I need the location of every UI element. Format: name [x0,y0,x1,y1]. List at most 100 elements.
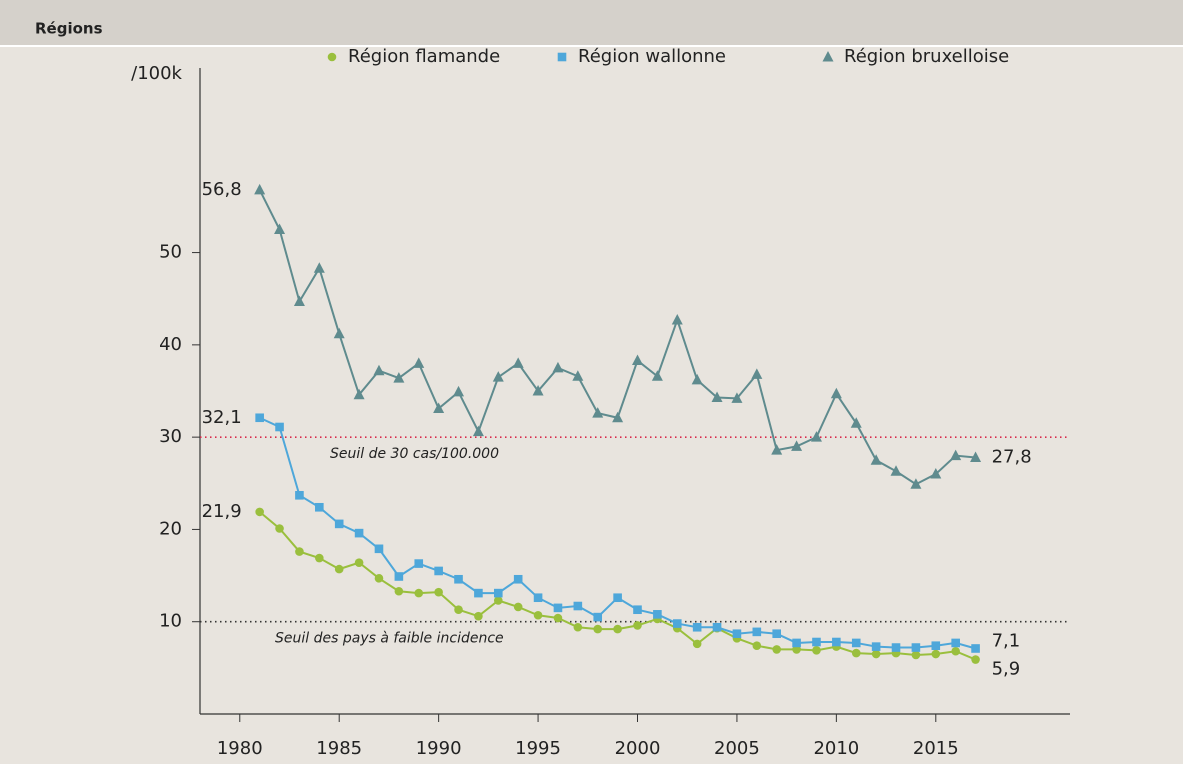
value-label: 21,9 [202,501,242,522]
x-tick-label: 1995 [515,738,561,759]
data-point [573,622,583,632]
data-point [592,407,604,418]
data-point [315,502,324,512]
data-point [394,572,404,581]
data-point [453,385,465,397]
legend-label: Région wallonne [578,46,726,67]
data-point [275,524,284,533]
data-point [433,402,445,414]
data-point [772,629,782,639]
data-point [532,385,544,396]
y-tick-label: 50 [159,242,182,263]
data-point [394,586,404,596]
data-point [812,637,821,647]
data-point [513,602,523,612]
data-point [454,574,463,584]
data-point [374,574,384,583]
data-point [832,637,841,647]
data-point [373,364,385,376]
data-point [295,490,304,500]
data-point [931,649,941,659]
x-tick-label: 2005 [714,738,760,759]
reference-label: Seuil des pays à faible incidence [275,631,504,647]
data-point [354,528,364,538]
data-point [334,519,344,529]
data-point [711,391,723,402]
y-tick-label: 10 [159,611,182,632]
data-point [891,643,901,652]
data-point [474,611,483,621]
data-point [393,372,405,383]
data-point [274,223,286,234]
data-point [593,612,603,622]
data-point [851,648,861,658]
data-point [434,587,443,597]
data-point [315,553,324,563]
data-point [295,547,304,556]
legend-label: Région flamande [348,46,500,67]
data-point [951,646,960,656]
data-point [792,645,801,654]
data-point [752,641,762,651]
data-point [612,411,624,423]
data-point [751,368,763,379]
value-label: 7,1 [992,630,1021,651]
data-point [434,566,443,576]
data-point [731,392,743,403]
y-tick-label: 40 [159,334,182,355]
data-point [812,646,821,655]
data-point [533,610,543,620]
legend-marker [822,51,834,62]
x-tick-label: 2015 [913,738,959,759]
data-point [334,564,344,574]
data-point [254,183,266,195]
x-tick-label: 1980 [217,738,263,759]
value-label: 27,8 [992,446,1032,467]
data-point [472,425,484,437]
data-point [931,641,941,651]
data-point [930,468,942,479]
data-point [850,417,862,428]
data-point [672,619,682,628]
data-point [871,649,881,659]
data-point [911,643,921,652]
data-point [255,413,264,423]
x-tick-label: 2010 [813,738,859,759]
data-point [353,388,365,400]
legend-marker [327,52,337,62]
header-title: Régions [35,20,103,38]
x-tick-label: 2000 [615,738,661,759]
reference-label: Seuil de 30 cas/100.000 [330,446,499,462]
data-point [454,605,463,615]
data-point [692,622,702,632]
data-point [374,544,384,554]
data-point [830,387,842,399]
data-point [354,558,364,567]
data-point [533,593,543,603]
y-axis-label: /100k [131,63,182,84]
legend-label: Région bruxelloise [844,46,1009,67]
data-point [870,454,882,465]
data-point [552,361,564,373]
data-point [633,605,642,615]
data-point [474,588,483,598]
data-point [971,644,980,653]
data-point [613,624,622,634]
data-point [512,357,524,368]
data-point [970,451,982,462]
data-point [910,478,922,489]
data-point [890,465,902,476]
data-point [593,624,603,634]
data-point [691,373,703,385]
data-point [313,262,325,273]
data-point [810,431,822,442]
data-point [572,370,584,381]
data-point [732,629,742,639]
data-point [633,621,642,630]
data-point [573,601,583,611]
data-point [851,638,861,648]
value-label: 5,9 [992,659,1021,680]
value-label: 56,8 [202,179,242,200]
data-point [255,507,264,517]
